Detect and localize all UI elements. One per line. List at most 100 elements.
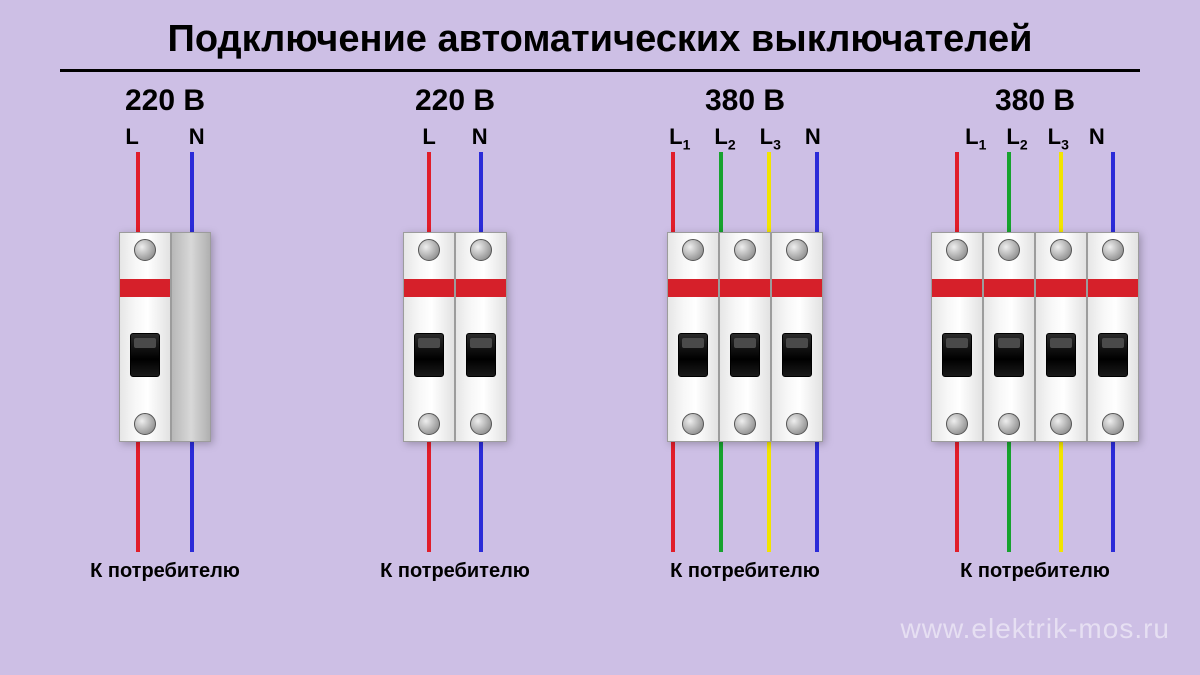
wire-label: N: [189, 124, 205, 152]
terminal-bottom-icon: [1050, 413, 1072, 435]
brand-stripe: [720, 279, 770, 297]
wire: [719, 152, 723, 232]
terminal-top-icon: [1102, 239, 1124, 261]
terminal-top-icon: [998, 239, 1020, 261]
wire-label: N: [472, 124, 488, 152]
wire: [671, 152, 675, 232]
brand-stripe: [1088, 279, 1138, 297]
wire-label: L1: [669, 124, 690, 152]
brand-stripe: [984, 279, 1034, 297]
brand-stripe: [404, 279, 454, 297]
wires-top: [955, 152, 1115, 232]
diagram-row: 220 ВLNК потребителю220 ВLNК потребителю…: [0, 84, 1200, 583]
terminal-top-icon: [786, 239, 808, 261]
wire-label: N: [1089, 124, 1105, 152]
wire-label: L2: [1006, 124, 1027, 152]
page-title: Подключение автоматических выключателей: [0, 0, 1200, 61]
toggle-switch: [1098, 333, 1128, 377]
wire: [1007, 152, 1011, 232]
toggle-switch: [942, 333, 972, 377]
wires-bottom: [955, 442, 1115, 552]
toggle-switch: [130, 333, 160, 377]
wire: [427, 442, 431, 552]
wires-top: [671, 152, 819, 232]
terminal-top-icon: [134, 239, 156, 261]
wire: [955, 442, 959, 552]
wire-label: L2: [714, 124, 735, 152]
wire: [1007, 442, 1011, 552]
consumer-label: К потребителю: [90, 560, 240, 583]
brand-stripe: [456, 279, 506, 297]
wire-label: L3: [760, 124, 781, 152]
wire: [1111, 442, 1115, 552]
toggle-switch: [466, 333, 496, 377]
wire: [815, 442, 819, 552]
wires-bottom: [136, 442, 194, 552]
toggle-switch: [782, 333, 812, 377]
wire-label: N: [805, 124, 821, 152]
wire-labels-top: LN: [125, 124, 204, 152]
wire: [955, 152, 959, 232]
din-rail-side: [171, 232, 211, 442]
toggle-switch: [414, 333, 444, 377]
brand-stripe: [932, 279, 982, 297]
toggle-switch: [678, 333, 708, 377]
wire-label: L3: [1048, 124, 1069, 152]
circuit-breaker: [119, 232, 211, 442]
breaker-pole: [719, 232, 771, 442]
breaker-pole: [771, 232, 823, 442]
wire: [427, 152, 431, 232]
voltage-label: 380 В: [705, 84, 785, 118]
wire: [190, 152, 194, 232]
terminal-top-icon: [682, 239, 704, 261]
terminal-bottom-icon: [682, 413, 704, 435]
wire: [1059, 152, 1063, 232]
wire: [767, 442, 771, 552]
wire: [719, 442, 723, 552]
breaker-pole: [119, 232, 171, 442]
wires-bottom: [671, 442, 819, 552]
breaker-column: 380 ВL1L2L3NК потребителю: [895, 84, 1175, 583]
wire: [190, 442, 194, 552]
breaker-pole: [667, 232, 719, 442]
wires-top: [136, 152, 194, 232]
terminal-bottom-icon: [470, 413, 492, 435]
wires-bottom: [427, 442, 483, 552]
wires-top: [427, 152, 483, 232]
circuit-breaker: [403, 232, 507, 442]
title-underline: [60, 69, 1140, 72]
breaker-pole: [455, 232, 507, 442]
terminal-bottom-icon: [418, 413, 440, 435]
toggle-switch: [730, 333, 760, 377]
wire: [1059, 442, 1063, 552]
circuit-breaker: [931, 232, 1139, 442]
brand-stripe: [772, 279, 822, 297]
voltage-label: 220 В: [415, 84, 495, 118]
wire-label: L: [125, 124, 138, 152]
breaker-pole: [931, 232, 983, 442]
circuit-breaker: [667, 232, 823, 442]
terminal-top-icon: [418, 239, 440, 261]
terminal-bottom-icon: [998, 413, 1020, 435]
breaker-pole: [403, 232, 455, 442]
breaker-pole: [1035, 232, 1087, 442]
voltage-label: 380 В: [995, 84, 1075, 118]
terminal-bottom-icon: [946, 413, 968, 435]
terminal-top-icon: [470, 239, 492, 261]
brand-stripe: [120, 279, 170, 297]
wire-labels-top: LN: [422, 124, 487, 152]
terminal-bottom-icon: [1102, 413, 1124, 435]
wire: [815, 152, 819, 232]
breaker-column: 380 В L1 L2 L3 N К потребителю: [605, 84, 885, 583]
brand-stripe: [1036, 279, 1086, 297]
brand-stripe: [668, 279, 718, 297]
consumer-label: К потребителю: [670, 560, 820, 583]
breaker-column: 220 В LN К потребителю: [315, 84, 595, 583]
voltage-label: 220 В: [125, 84, 205, 118]
wire: [767, 152, 771, 232]
watermark: www.elektrik-mos.ru: [901, 613, 1170, 645]
wire-label: L1: [965, 124, 986, 152]
terminal-bottom-icon: [734, 413, 756, 435]
terminal-top-icon: [946, 239, 968, 261]
consumer-label: К потребителю: [380, 560, 530, 583]
